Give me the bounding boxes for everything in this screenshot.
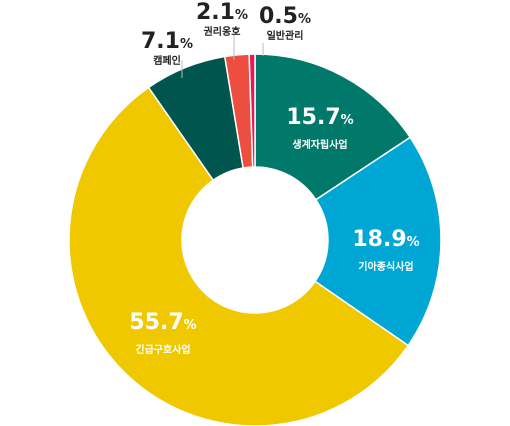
category-label-1: 생계자립사업 xyxy=(292,138,347,151)
category-label-5: 권리옹호 xyxy=(204,25,241,38)
category-label-2: 기아종식사업 xyxy=(358,260,413,273)
value-label-4: 7.1% xyxy=(141,29,193,54)
slices-group xyxy=(68,53,442,426)
category-label-3: 긴급구호사업 xyxy=(135,343,190,356)
labels-group: 15.7% 생계자립사업 18.9% 기아종식사업 55.7% 긴급구호사업 7.1%캠페인… xyxy=(129,0,419,356)
value-label-1: 15.7% xyxy=(286,105,353,130)
value-label-3: 55.7% xyxy=(129,310,196,335)
slice-1 xyxy=(254,53,412,201)
value-label-5: 2.1% xyxy=(196,0,248,25)
slice-2 xyxy=(314,136,442,347)
value-label-2: 18.9% xyxy=(352,227,419,252)
value-label-6: 0.5% xyxy=(259,4,311,29)
category-label-4: 캠페인 xyxy=(153,54,181,67)
slice-6 xyxy=(248,53,256,168)
category-label-6: 일반관리 xyxy=(267,29,304,42)
